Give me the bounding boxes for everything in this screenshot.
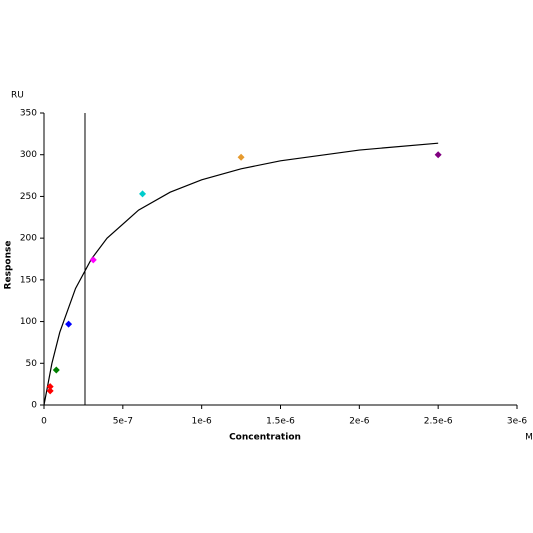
y-tick-label: 350	[20, 109, 37, 119]
y-unit: RU	[11, 91, 24, 101]
y-tick-label: 50	[26, 359, 38, 369]
data-point	[139, 190, 147, 198]
data-point	[89, 256, 97, 264]
x-tick-label: 0	[41, 417, 47, 427]
data-point	[434, 151, 442, 159]
data-point	[237, 153, 245, 161]
y-tick-label: 300	[20, 150, 37, 160]
fit-curve	[43, 142, 439, 406]
y-tick-label: 250	[20, 192, 37, 202]
y-tick-label: 0	[31, 401, 37, 411]
y-tick-label: 200	[20, 234, 37, 244]
x-unit: M	[525, 433, 533, 443]
x-tick-label: 2.5e-6	[424, 417, 453, 427]
data-point	[52, 366, 60, 374]
x-tick-label: 5e-7	[113, 417, 133, 427]
y-tick-label: 150	[20, 275, 37, 285]
data-point	[46, 387, 54, 395]
y-tick-label: 100	[20, 317, 37, 327]
data-point	[46, 383, 54, 391]
data-point	[65, 320, 73, 328]
x-tick-label: 1.5e-6	[266, 417, 295, 427]
y-axis-label: Response	[4, 241, 14, 290]
x-tick-label: 2e-6	[349, 417, 370, 427]
x-tick-label: 1e-6	[192, 417, 213, 427]
x-tick-label: 3e-6	[507, 417, 528, 427]
x-axis-label: Concentration	[229, 433, 301, 443]
